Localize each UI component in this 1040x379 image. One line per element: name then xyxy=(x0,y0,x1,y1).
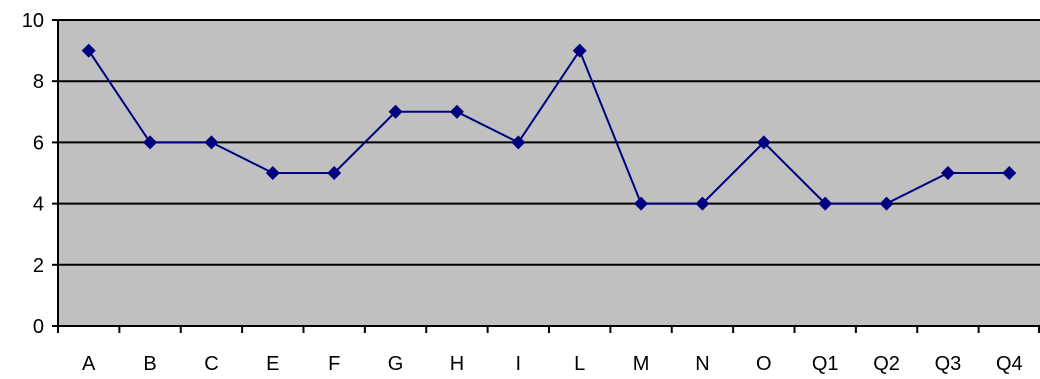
x-tick-label: Q2 xyxy=(873,353,900,375)
x-tick-label: M xyxy=(633,353,650,375)
data-point-marker xyxy=(327,166,342,180)
x-tick-label: O xyxy=(756,353,772,375)
y-tick-label: 10 xyxy=(22,10,44,32)
x-tick-label: Q4 xyxy=(996,353,1023,375)
x-tick-label: A xyxy=(82,353,96,375)
data-point-marker xyxy=(143,135,158,150)
data-point-marker xyxy=(572,43,587,58)
axes xyxy=(52,19,1040,333)
x-tick-label: C xyxy=(204,353,218,375)
data-point-marker xyxy=(756,135,771,150)
x-tick-label: G xyxy=(388,353,404,375)
x-tick-label: I xyxy=(516,353,522,375)
series-line xyxy=(87,48,1010,205)
plot-area xyxy=(58,20,1040,326)
data-series xyxy=(81,43,1017,211)
x-tick-label: F xyxy=(328,353,340,375)
x-tick-label: Q1 xyxy=(812,353,839,375)
data-point-marker xyxy=(1002,166,1017,180)
data-point-marker xyxy=(81,43,96,58)
data-point-marker xyxy=(388,104,403,119)
data-point-marker xyxy=(449,104,464,119)
data-point-marker xyxy=(511,135,526,150)
tick-labels: 0 2 4 6 8 10 A B C E F G H I L M N O Q1 Q2 Q3 Q4 xyxy=(22,10,1023,375)
y-tick-label: 0 xyxy=(33,316,44,338)
y-tick-label: 2 xyxy=(33,255,44,277)
data-point-marker xyxy=(695,196,710,211)
y-tick-label: 6 xyxy=(33,132,44,154)
data-point-marker xyxy=(818,196,833,211)
y-tick-label: 4 xyxy=(33,194,44,216)
y-tick-label: 8 xyxy=(33,71,44,93)
x-tick-label: N xyxy=(695,353,709,375)
data-point-marker xyxy=(204,135,219,150)
x-tick-label: L xyxy=(574,353,585,375)
x-tick-label: E xyxy=(266,353,279,375)
x-tick-label: H xyxy=(450,353,464,375)
x-tick-label: Q3 xyxy=(935,353,962,375)
data-point-marker xyxy=(634,196,649,211)
data-point-marker xyxy=(265,166,280,180)
data-point-marker xyxy=(879,196,894,211)
x-tick-label: B xyxy=(143,353,156,375)
data-point-marker xyxy=(940,166,955,180)
